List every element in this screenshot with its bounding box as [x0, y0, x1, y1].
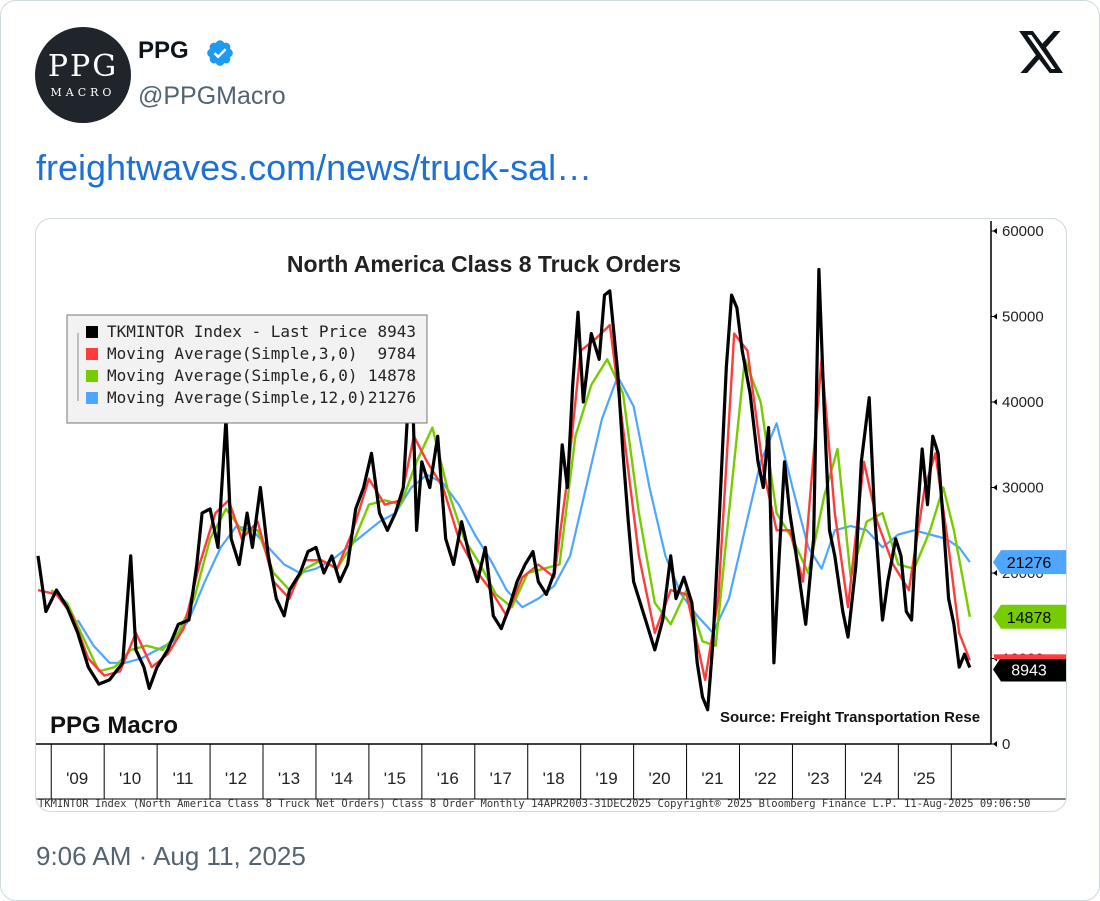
x-tick-label: '15 — [384, 769, 406, 788]
legend-entry-name: Moving Average(Simple,6,0) — [107, 366, 357, 385]
y-tick-arrow — [993, 313, 997, 320]
chart-title: North America Class 8 Truck Orders — [287, 251, 681, 277]
ma3-flag-edge — [994, 654, 1066, 660]
legend: TKMINTOR Index - Last Price 8943 Moving Av… — [66, 314, 428, 424]
display-name[interactable]: PPG — [138, 37, 189, 64]
x-logo-icon[interactable] — [1019, 31, 1065, 73]
chart-footer-text: TKMINTOR Index (North America Class 8 Tr… — [38, 798, 1030, 810]
x-tick-label: '11 — [173, 769, 194, 788]
y-tick-arrow — [993, 228, 997, 234]
legend-entry-name: Moving Average(Simple,3,0) — [107, 344, 357, 363]
last-value-label: 8943 — [1011, 663, 1047, 680]
avatar[interactable]: PPG MACRO — [35, 27, 131, 123]
series-line-0 — [36, 267, 972, 712]
legend-entry-value: 14878 — [368, 366, 416, 385]
legend-entry-value: 8943 — [377, 322, 416, 341]
y-tick-label: 40000 — [1002, 394, 1044, 411]
x-tick-label: '25 — [913, 769, 935, 788]
source-text: Source: Freight Transportation Rese — [720, 709, 980, 726]
y-tick-label: 60000 — [1002, 223, 1044, 240]
x-tick-label: '09 — [66, 769, 88, 788]
series-line-1 — [37, 323, 971, 682]
x-tick-label: '14 — [331, 769, 353, 788]
x-tick-label: '13 — [278, 769, 300, 788]
last-value-flag — [993, 657, 1066, 682]
tweet-timestamp[interactable]: 9:06 AM · Aug 11, 2025 — [36, 841, 306, 871]
x-tick-label: '17 — [490, 769, 512, 788]
legend-box — [66, 314, 428, 424]
avatar-line2: MACRO — [50, 85, 116, 99]
x-tick-label: '24 — [860, 769, 882, 788]
y-tick-label: 50000 — [1002, 309, 1044, 326]
legend-swatch — [86, 370, 98, 382]
article-link[interactable]: freightwaves.com/news/truck-sal… — [36, 147, 593, 188]
x-tick-label: '23 — [807, 769, 829, 788]
y-tick-arrow — [993, 484, 997, 491]
legend-swatch — [86, 392, 98, 404]
watermark-text: PPG Macro — [50, 712, 178, 739]
last-value-flag — [993, 550, 1066, 575]
last-value-flag — [993, 604, 1066, 629]
x-tick-label: '22 — [754, 769, 776, 788]
verified-badge-icon — [207, 40, 233, 66]
y-tick-arrow — [993, 570, 997, 576]
y-tick-label: 0 — [1002, 736, 1010, 753]
x-tick-label: '16 — [437, 769, 459, 788]
legend-entry-name: TKMINTOR Index - Last Price — [107, 322, 367, 341]
legend-swatch — [86, 326, 98, 338]
series-line-3 — [76, 375, 971, 664]
last-value-label: 21276 — [1007, 555, 1052, 572]
x-tick-label: '20 — [648, 769, 670, 788]
x-tick-label: '10 — [119, 769, 141, 788]
x-tick-label: '19 — [596, 769, 618, 788]
avatar-line1: PPG — [47, 48, 119, 84]
x-tick-label: '18 — [543, 769, 565, 788]
y-tick-arrow — [993, 399, 997, 405]
user-handle[interactable]: @PPGMacro — [138, 82, 286, 110]
x-tick-label: '12 — [225, 769, 247, 788]
chart-image[interactable]: 0100002000030000400005000060000'08'09'10… — [35, 218, 1067, 812]
last-value-label: 14878 — [1007, 610, 1052, 627]
legend-entry-name: Moving Average(Simple,12,0) — [107, 388, 367, 407]
chart-svg: 0100002000030000400005000060000'08'09'10… — [36, 221, 1066, 810]
legend-swatch — [86, 348, 98, 360]
legend-entry-value: 9784 — [377, 344, 416, 363]
y-tick-label: 30000 — [1002, 480, 1044, 497]
x-tick-label: '21 — [701, 769, 723, 788]
y-tick-arrow — [993, 741, 997, 747]
legend-entry-value: 21276 — [368, 388, 416, 407]
